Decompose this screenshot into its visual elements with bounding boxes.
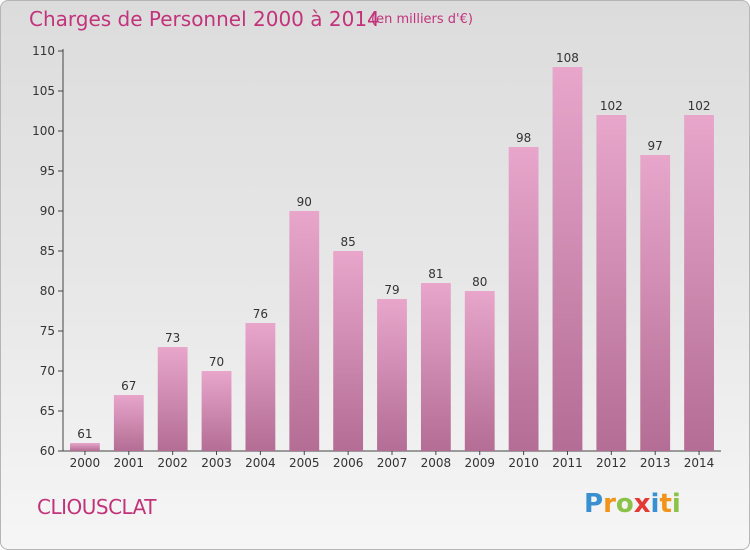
chart-title: Charges de Personnel 2000 à 2014 bbox=[29, 7, 380, 31]
y-tick-label: 95 bbox=[40, 164, 55, 178]
bar bbox=[420, 283, 451, 451]
x-tick-label: 2007 bbox=[377, 456, 408, 470]
bar bbox=[684, 115, 714, 451]
logo-letter: P bbox=[584, 489, 604, 519]
x-tick-label: 2003 bbox=[201, 456, 232, 470]
x-tick-label: 2010 bbox=[508, 456, 539, 470]
bar bbox=[552, 67, 583, 451]
x-tick-label: 2000 bbox=[70, 456, 101, 470]
y-tick-label: 90 bbox=[40, 204, 55, 218]
y-tick-label: 85 bbox=[40, 244, 55, 258]
x-tick-label: 2005 bbox=[289, 456, 320, 470]
bar bbox=[464, 291, 495, 451]
x-tick-label: 2009 bbox=[464, 456, 495, 470]
y-tick-label: 110 bbox=[32, 44, 55, 58]
y-tick-label: 80 bbox=[40, 284, 55, 298]
x-tick-label: 2001 bbox=[114, 456, 145, 470]
bar bbox=[640, 155, 671, 451]
data-label: 67 bbox=[121, 379, 136, 393]
bar bbox=[113, 395, 144, 451]
x-tick-label: 2008 bbox=[421, 456, 452, 470]
y-tick-label: 70 bbox=[40, 364, 55, 378]
y-tick-label: 105 bbox=[32, 84, 55, 98]
x-tick-label: 2004 bbox=[245, 456, 276, 470]
data-label: 76 bbox=[253, 307, 268, 321]
x-tick-label: 2011 bbox=[552, 456, 583, 470]
logo-letter: r bbox=[603, 489, 616, 519]
data-label: 61 bbox=[77, 427, 92, 441]
axes: 60 65 70 75 80 85 90 95 100 105 110 2000 2001 2002 200… bbox=[32, 44, 721, 470]
y-tick-label: 60 bbox=[40, 444, 55, 458]
y-tick-label: 75 bbox=[40, 324, 55, 338]
bar bbox=[157, 347, 188, 451]
bar bbox=[377, 299, 407, 451]
x-tick-label: 2002 bbox=[157, 456, 188, 470]
x-tick-label: 2012 bbox=[596, 456, 627, 470]
logo-letter: i bbox=[650, 489, 660, 519]
data-label: 108 bbox=[556, 51, 579, 65]
y-tick-label: 100 bbox=[32, 124, 55, 138]
logo-letter: i bbox=[671, 489, 681, 519]
bar bbox=[508, 147, 539, 451]
bars bbox=[70, 67, 714, 451]
x-tick-label: 2013 bbox=[640, 456, 671, 470]
bar bbox=[333, 251, 364, 451]
x-tick-label: 2014 bbox=[684, 456, 715, 470]
chart-subtitle: (en milliers d'€) bbox=[371, 12, 473, 27]
proxiti-logo: Proxiti bbox=[584, 489, 681, 519]
data-label: 102 bbox=[600, 99, 623, 113]
data-label: 102 bbox=[688, 99, 711, 113]
bar bbox=[70, 443, 100, 451]
data-label: 90 bbox=[297, 195, 312, 209]
data-label: 70 bbox=[209, 355, 224, 369]
bar bbox=[289, 211, 320, 451]
x-tick-label: 2006 bbox=[333, 456, 364, 470]
data-label: 80 bbox=[472, 275, 487, 289]
logo-letter: t bbox=[659, 489, 672, 519]
data-labels: 61 67 73 70 76 90 85 79 81 80 98 108 102 97 102 bbox=[77, 51, 710, 441]
bar bbox=[245, 323, 276, 451]
logo-letter: x bbox=[633, 489, 651, 519]
y-tick-label: 65 bbox=[40, 404, 55, 418]
data-label: 79 bbox=[384, 283, 399, 297]
commune-name: CLIOUSCLAT bbox=[37, 495, 157, 519]
data-label: 85 bbox=[340, 235, 355, 249]
data-label: 98 bbox=[516, 131, 531, 145]
bar bbox=[596, 115, 627, 451]
bar bbox=[201, 371, 232, 451]
data-label: 73 bbox=[165, 331, 180, 345]
data-label: 81 bbox=[428, 267, 443, 281]
data-label: 97 bbox=[648, 139, 663, 153]
logo-letter: o bbox=[615, 489, 634, 519]
